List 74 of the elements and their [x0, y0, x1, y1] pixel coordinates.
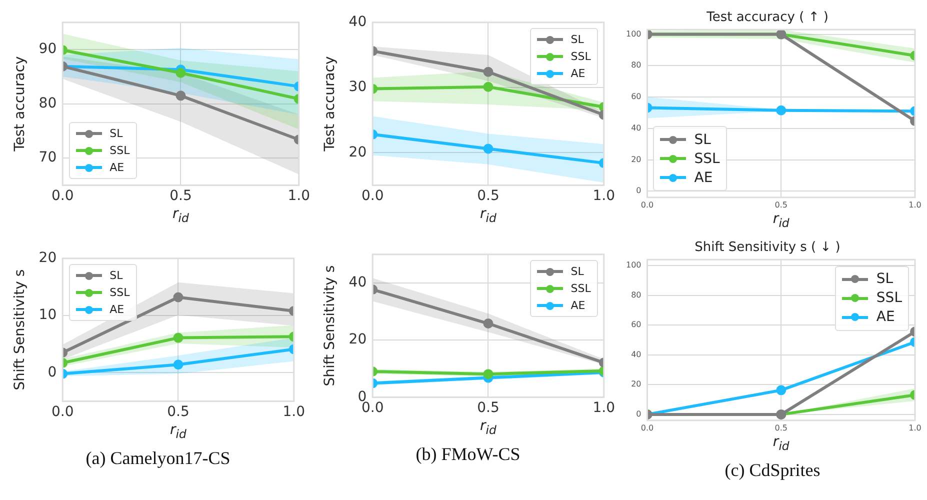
x-tick-label: 0.0: [51, 188, 74, 204]
x-tick-label: 1.0: [592, 400, 615, 416]
x-tick-label: 1.0: [908, 423, 922, 432]
x-tick-label: 0.0: [640, 200, 654, 210]
x-tick-label: 1.0: [592, 188, 615, 204]
y-tick-label: 100: [626, 29, 642, 38]
legend-label: SL: [570, 265, 584, 278]
y-tick-label: 40: [631, 123, 642, 132]
x-tick-label: 0.0: [640, 423, 654, 432]
y-tick-label: 40: [348, 14, 367, 30]
x-tick-label: 0.0: [361, 400, 384, 416]
legend-label: SL: [694, 132, 711, 148]
y-tick-label: 60: [631, 92, 642, 102]
legend-label: SSL: [876, 290, 902, 306]
legend-label: AE: [694, 170, 713, 186]
legend-label: SSL: [570, 282, 591, 296]
x-axis-title: r$_{id}$: [479, 418, 498, 437]
x-tick-label: 0.5: [774, 423, 788, 432]
y-tick-label: 80: [631, 60, 642, 70]
y-tick-label: 20: [631, 154, 642, 164]
x-tick-label: 0.0: [361, 188, 384, 204]
y-tick-label: 0: [48, 364, 57, 380]
x-axis-title: r$_{id}$: [479, 206, 498, 225]
legend-label: AE: [876, 309, 895, 326]
x-axis-title: r$_{id}$: [772, 434, 790, 453]
legend-label: AE: [110, 161, 124, 174]
y-tick-label: 80: [631, 290, 642, 300]
text: (a) Camelyon17-CS: [84, 448, 232, 469]
legend-label: SSL: [694, 150, 720, 167]
x-tick-label: 0.5: [167, 404, 190, 420]
x-tick-label: 0.0: [51, 404, 74, 420]
y-tick-label: 90: [38, 41, 57, 58]
y-tick-label: 0: [636, 410, 642, 419]
y-tick-label: 40: [348, 274, 367, 291]
y-axis-title: Test accuracy: [322, 56, 338, 152]
y-tick-label: 70: [38, 150, 57, 166]
legend-label: SSL: [110, 144, 130, 158]
legend-label: SL: [570, 33, 584, 46]
y-tick-label: 0: [636, 186, 642, 196]
x-tick-label: 1.0: [282, 404, 305, 420]
y-tick-label: 60: [631, 320, 642, 330]
text: (b) FMoW-CS: [414, 444, 522, 465]
chart-title: Test accuracy ( ↑ ): [706, 10, 828, 26]
x-tick-label: 1.0: [288, 188, 310, 204]
x-tick-label: 0.5: [774, 200, 788, 210]
legend-label: AE: [570, 67, 586, 80]
legend-label: SL: [110, 269, 123, 282]
y-tick-label: 20: [348, 332, 367, 348]
legend-label: AE: [570, 299, 586, 312]
y-axis-title: Shift Sensitivity s: [322, 265, 338, 386]
x-tick-label: 0.5: [477, 188, 500, 204]
x-tick-label: 0.5: [477, 400, 500, 416]
legend-label: SSL: [110, 286, 130, 300]
x-axis-title: r$_{id}$: [169, 422, 188, 441]
y-tick-label: 20: [348, 144, 367, 160]
y-tick-label: 40: [631, 350, 642, 359]
y-axis-title: Shift Sensitivity s: [12, 269, 28, 390]
chart-title: Shift Sensitivity s ( ↓ ): [694, 240, 840, 256]
x-axis-title: r$_{id}$: [172, 206, 190, 225]
x-tick-label: 1.0: [908, 200, 922, 210]
x-axis-title: r$_{id}$: [772, 211, 790, 230]
y-tick-label: 10: [38, 307, 57, 324]
y-axis-title: Test accuracy: [12, 56, 28, 152]
legend-label: SL: [876, 271, 894, 288]
text: (c) CdSprites: [724, 460, 822, 481]
legend-label: SL: [110, 127, 123, 140]
legend-label: SSL: [570, 50, 591, 64]
y-tick-label: 80: [38, 95, 57, 112]
x-tick-label: 0.5: [170, 188, 192, 204]
y-tick-label: 20: [38, 250, 57, 266]
y-tick-label: 30: [348, 79, 367, 96]
legend-label: AE: [110, 303, 124, 316]
y-tick-label: 20: [631, 380, 642, 389]
y-tick-label: 100: [626, 260, 642, 270]
